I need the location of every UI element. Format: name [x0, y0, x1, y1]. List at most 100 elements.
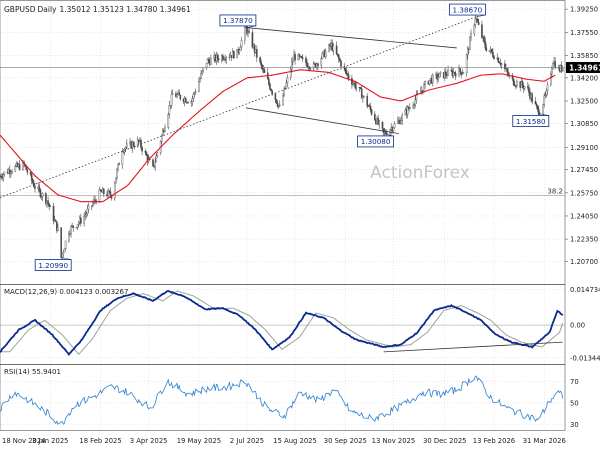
candle-body	[545, 90, 548, 96]
y-tick-label: 1.25750	[570, 189, 598, 197]
annotation-box	[34, 259, 72, 272]
candle-body	[294, 54, 296, 61]
candle-body	[256, 49, 258, 58]
candle-body	[125, 143, 128, 148]
candle-body	[381, 121, 384, 129]
y-tick-label: 1.29100	[570, 144, 598, 152]
candle-body	[132, 142, 135, 147]
fib-level: 38.2	[0, 188, 565, 196]
candle-body	[239, 46, 242, 51]
candle-body	[511, 75, 514, 80]
fib-label: 38.2	[547, 188, 563, 196]
candle-body	[198, 81, 200, 92]
candle-body	[462, 72, 465, 74]
y-tick-label: 1.35850	[570, 52, 598, 60]
y-tick-label: 70	[570, 378, 579, 386]
candle-body	[80, 217, 82, 224]
candle-body	[86, 208, 89, 214]
x-tick-label: 18 Feb 2025	[79, 437, 121, 445]
candle-body	[282, 95, 284, 106]
candle-body	[458, 68, 460, 77]
y-tick-label: 1.39250	[570, 6, 598, 14]
candle-body	[170, 94, 173, 106]
rsi-label: RSI(14) 55.9401	[4, 368, 61, 376]
candle-body	[438, 73, 441, 78]
y-tick-label: 50	[570, 399, 579, 407]
candle-body	[393, 123, 396, 129]
candle-body	[513, 84, 516, 87]
candle-body	[351, 78, 353, 85]
annotation-label: 1.30080	[361, 137, 391, 146]
candle-body	[492, 51, 494, 57]
candle-body	[77, 222, 80, 225]
macd-y-axis: 0.014734 0.00 -0.013442	[570, 286, 600, 362]
annotations: 1.20990 1.37870 1.30080 1.38670 1.31580	[34, 3, 550, 272]
candle-body	[205, 63, 208, 69]
candle-body	[285, 82, 288, 89]
candle-body	[481, 24, 483, 38]
candle-body	[61, 253, 64, 258]
y-tick-label: 1.24050	[570, 212, 598, 220]
candle-body	[527, 86, 529, 88]
x-tick-label: 3 Apr 2025	[130, 437, 168, 445]
macd-label: MACD(12,26,9) 0.004123 0.003267	[4, 288, 128, 296]
candle-body	[531, 94, 534, 102]
annotation-pointer	[383, 133, 394, 137]
candle-body	[453, 72, 456, 74]
candle-body	[136, 139, 139, 147]
candle-body	[543, 95, 546, 105]
y-tick-label: 1.27450	[570, 166, 598, 174]
candle-body	[317, 63, 319, 66]
candle-body	[324, 51, 327, 58]
candle-body	[551, 68, 553, 75]
candle-body	[271, 90, 273, 94]
candle-body	[500, 63, 503, 65]
x-tick-label: 15 Aug 2025	[273, 437, 317, 445]
candle-body	[68, 233, 70, 242]
ohlc-header: GBPUSD Daily 1.35012 1.35123 1.34780 1.349…	[4, 5, 191, 14]
candle-body	[523, 86, 526, 89]
candle-body	[54, 219, 57, 222]
candle-body	[238, 49, 241, 53]
candle-body	[167, 113, 170, 128]
y-tick-label: 0.00	[570, 322, 585, 330]
candle-body	[562, 68, 564, 72]
candle-body	[193, 92, 196, 95]
candle-body	[259, 57, 261, 63]
candle-body	[358, 86, 361, 89]
candle-body	[206, 59, 209, 64]
candle-body	[76, 224, 79, 228]
candle-body	[39, 189, 42, 197]
annotation-label: 1.37870	[223, 16, 253, 25]
candle-body	[544, 94, 547, 96]
candle-body	[9, 169, 11, 174]
candle-body	[178, 92, 181, 96]
annotation-box	[448, 3, 486, 16]
candle-body	[428, 79, 431, 85]
candle-body	[396, 120, 399, 124]
candle-body	[459, 68, 461, 73]
candle-body	[63, 248, 66, 253]
candle-body	[228, 56, 231, 58]
candle-body	[461, 73, 464, 75]
candle-body	[484, 40, 487, 48]
candle-body	[48, 203, 50, 207]
candle-body	[362, 96, 364, 99]
candle-body	[270, 88, 272, 91]
candle-body	[187, 102, 189, 104]
candle-body	[452, 72, 455, 76]
candle-body	[113, 182, 116, 199]
x-tick-label: 13 Nov 2025	[372, 437, 416, 445]
annotation-pointer	[245, 25, 256, 29]
candle-body	[57, 227, 59, 231]
candle-body	[476, 19, 479, 23]
candle-body	[493, 56, 495, 60]
current-price-badge	[566, 62, 600, 74]
candle-body	[409, 107, 411, 109]
candle-body	[378, 121, 381, 125]
y-tick-label: -0.013442	[570, 354, 600, 362]
candle-body	[392, 127, 395, 131]
candle-body	[346, 73, 349, 75]
